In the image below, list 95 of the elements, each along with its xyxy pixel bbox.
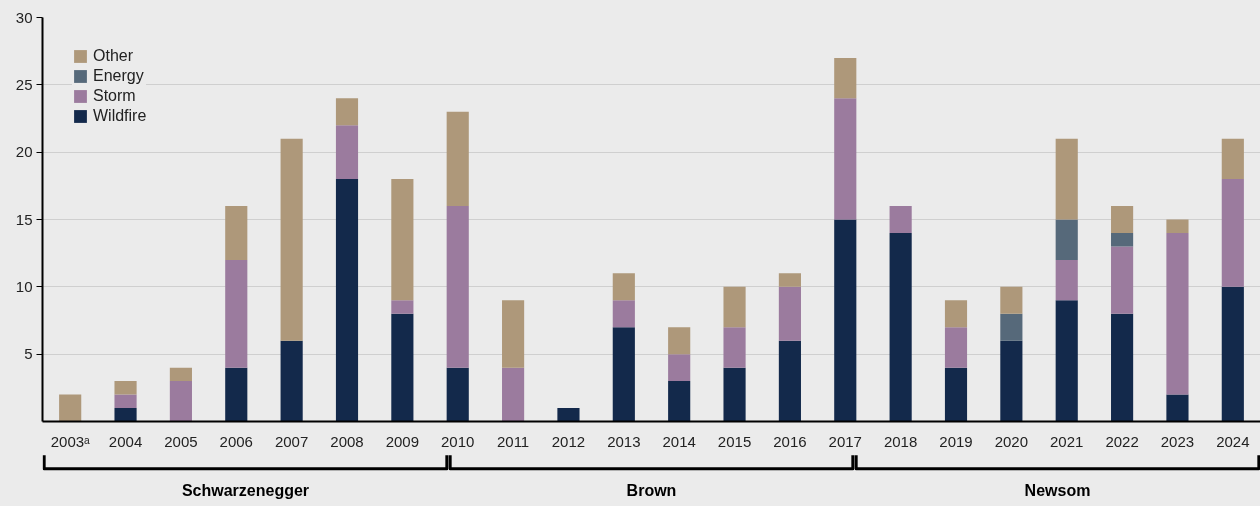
bar — [557, 408, 580, 422]
text: Schwarzenegger — [181, 481, 310, 499]
x-tick-label: 2018 — [883, 432, 918, 450]
bar — [612, 327, 635, 422]
bar — [1055, 138, 1078, 220]
x-tick-label: 2015 — [717, 432, 752, 450]
bar — [1111, 313, 1134, 422]
x-tick-label: 2008 — [330, 432, 364, 450]
bar — [114, 381, 137, 395]
bar — [944, 327, 968, 368]
bar — [59, 394, 82, 422]
y-tick-label: 30 — [15, 8, 33, 26]
bar — [1111, 246, 1134, 314]
x-tick-label: 2017 — [828, 432, 862, 450]
bar — [1221, 138, 1244, 180]
x-tick-label: 2007 — [274, 432, 309, 450]
x-tick-label: 2006 — [219, 432, 253, 450]
bar — [446, 111, 469, 207]
bar — [889, 206, 912, 233]
bar — [612, 300, 635, 328]
y-tick-label: 25 — [15, 75, 33, 93]
bar — [723, 367, 746, 422]
bar — [335, 98, 359, 126]
bar — [169, 381, 192, 422]
x-tick-label: 2023 — [1160, 432, 1195, 450]
bar — [446, 367, 469, 422]
bar — [1221, 286, 1244, 422]
bar — [834, 219, 857, 422]
x-tick-label: 2012 — [551, 432, 586, 450]
bar — [668, 354, 691, 382]
legend-label: Other — [93, 47, 134, 65]
x-tick-label: 2013 — [607, 432, 641, 450]
bar — [1000, 340, 1023, 422]
bar — [668, 381, 691, 422]
bar — [778, 286, 801, 341]
bar — [335, 179, 359, 422]
bar — [502, 300, 525, 368]
bar — [502, 367, 525, 422]
x-tick-label: 2014 — [662, 432, 696, 450]
x-tick-label: 2019 — [939, 432, 973, 450]
x-tick-label: 2020 — [994, 432, 1029, 450]
bar — [1221, 179, 1244, 287]
x-tick-label: 2022 — [1105, 432, 1139, 450]
bar — [723, 327, 746, 368]
bar — [778, 340, 801, 422]
bar — [225, 206, 248, 260]
bar — [335, 125, 359, 180]
x-tick-label: 2011 — [496, 432, 530, 450]
bar — [1111, 232, 1134, 247]
bar — [944, 367, 968, 422]
text: Brown — [626, 481, 677, 499]
bar — [1166, 232, 1189, 395]
bar — [1000, 313, 1023, 341]
bar — [834, 98, 857, 220]
bar — [1111, 206, 1134, 233]
bar — [1000, 286, 1023, 314]
x-tick-label: 2003ᵃ — [50, 432, 91, 450]
bar — [723, 286, 746, 328]
y-tick-label: 15 — [15, 210, 33, 228]
bar — [778, 273, 801, 287]
bar — [114, 394, 137, 409]
x-tick-label: 2024 — [1216, 432, 1250, 450]
bar — [1166, 219, 1189, 233]
text: Newsom — [1024, 481, 1091, 499]
bar — [169, 367, 192, 382]
legend-label: Wildfire — [93, 107, 147, 125]
bar — [944, 300, 968, 328]
legend-label: Energy — [93, 67, 144, 85]
y-tick-label: 20 — [15, 143, 33, 161]
bar — [280, 138, 303, 341]
bar — [1055, 259, 1078, 301]
x-tick-label: 2005 — [164, 432, 198, 450]
bar — [391, 300, 414, 314]
x-tick-label: 2021 — [1050, 432, 1084, 450]
bar — [114, 408, 137, 422]
bar — [834, 57, 857, 99]
bar — [225, 367, 248, 422]
x-tick-label: 2016 — [773, 432, 807, 450]
bar — [280, 340, 303, 422]
bar — [668, 327, 691, 355]
x-tick-label: 2010 — [441, 432, 475, 450]
bar — [225, 259, 248, 368]
x-tick-label: 2009 — [385, 432, 420, 450]
bar — [612, 273, 635, 301]
y-tick-label: 5 — [24, 345, 33, 363]
bar — [446, 206, 469, 368]
bar — [1055, 300, 1078, 422]
x-tick-label: 2004 — [108, 432, 143, 450]
bar — [391, 179, 414, 301]
bar — [1055, 219, 1078, 260]
legend-label: Storm — [93, 87, 136, 105]
y-tick-label: 10 — [15, 277, 33, 295]
bar — [1166, 394, 1189, 422]
bar — [391, 313, 414, 422]
bar — [889, 232, 912, 422]
